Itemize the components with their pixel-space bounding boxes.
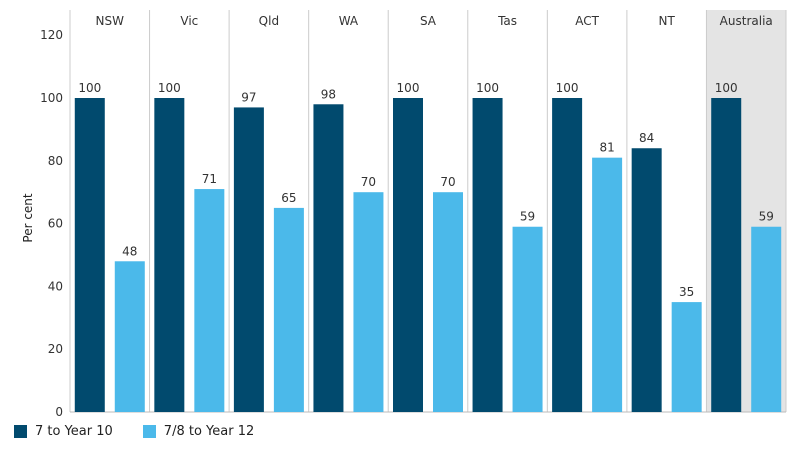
data-labels: 100 100 97 98 100 100 100 84 100 48 71 65 70 70 59 81 35… — [78, 81, 774, 299]
data-label-series-2-vic: 71 — [202, 172, 217, 186]
y-tick-label: 80 — [48, 154, 63, 168]
data-label-series-2-sa: 70 — [440, 175, 455, 189]
panel-label-nt: NT — [659, 14, 676, 28]
panel-label-wa: WA — [339, 14, 359, 28]
data-label-series-2-australia: 59 — [759, 210, 774, 224]
panel-dividers — [69, 10, 787, 413]
bar-series-2-tas — [512, 226, 543, 412]
panel-label-act: ACT — [575, 14, 599, 28]
bar-series-1-sa — [393, 98, 423, 412]
data-label-series-1-qld: 97 — [241, 90, 256, 104]
data-label-series-1-tas: 100 — [476, 81, 499, 95]
y-tick-label: 0 — [55, 405, 63, 419]
bar-series-1-australia — [711, 98, 742, 412]
bar-series-2-act — [592, 157, 623, 412]
panel-label-sa: SA — [420, 14, 437, 28]
chart: 0 20 40 60 80 100 120 NSW Vic Qld WA SA Tas ACT NT Aus… — [21, 10, 787, 419]
y-tick-label: 20 — [48, 342, 63, 356]
y-axis: 0 20 40 60 80 100 120 — [40, 28, 63, 419]
bar-series-2-sa — [433, 192, 463, 412]
panel-label-qld: Qld — [259, 14, 279, 28]
bar-series-2-nsw — [114, 261, 145, 412]
legend-label-series-2: 7/8 to Year 12 — [163, 424, 255, 439]
y-tick-label: 100 — [40, 91, 63, 105]
data-label-series-1-australia: 100 — [715, 81, 738, 95]
bars — [74, 98, 782, 413]
bar-series-2-nt — [671, 302, 702, 412]
bar-series-2-vic — [194, 189, 225, 412]
data-label-series-2-nsw: 48 — [122, 244, 137, 258]
panel-label-vic: Vic — [180, 14, 198, 28]
data-label-series-2-tas: 59 — [520, 210, 535, 224]
y-tick-label: 40 — [48, 279, 63, 293]
data-label-series-1-nsw: 100 — [78, 81, 101, 95]
data-label-series-2-wa: 70 — [361, 175, 376, 189]
data-label-series-1-wa: 98 — [321, 87, 336, 101]
y-tick-label: 120 — [40, 28, 63, 42]
panel-label-tas: Tas — [497, 14, 517, 28]
bar-series-1-tas — [472, 98, 503, 412]
bar-series-2-wa — [353, 192, 384, 412]
legend-label-series-1: 7 to Year 10 — [35, 424, 113, 439]
data-label-series-2-act: 81 — [599, 141, 614, 155]
data-label-series-2-nt: 35 — [679, 285, 694, 299]
panel-label-australia: Australia — [720, 14, 773, 28]
panel-labels: NSW Vic Qld WA SA Tas ACT NT Australia — [96, 14, 773, 28]
bar-series-2-australia — [751, 226, 782, 412]
data-label-series-1-sa: 100 — [397, 81, 420, 95]
y-axis-title: Per cent — [21, 193, 35, 243]
legend-swatch-series-2 — [142, 425, 156, 438]
panel-label-nsw: NSW — [96, 14, 125, 28]
bar-series-1-nt — [631, 148, 662, 413]
data-label-series-1-nt: 84 — [639, 131, 654, 145]
data-label-series-1-vic: 100 — [158, 81, 181, 95]
legend-item-series-1: 7 to Year 10 — [14, 424, 113, 439]
bar-series-1-act — [552, 98, 583, 412]
bar-series-1-wa — [313, 104, 344, 412]
bar-series-2-qld — [273, 207, 304, 412]
bar-series-1-nsw — [74, 98, 105, 412]
data-label-series-1-act: 100 — [556, 81, 579, 95]
bar-series-1-qld — [233, 107, 264, 413]
y-tick-label: 60 — [48, 217, 63, 231]
legend-swatch-series-1 — [14, 425, 27, 438]
legend: 7 to Year 10 7/8 to Year 12 — [14, 424, 284, 439]
bar-series-1-vic — [154, 98, 185, 412]
data-label-series-2-qld: 65 — [281, 191, 296, 205]
legend-item-series-2: 7/8 to Year 12 — [142, 424, 255, 439]
